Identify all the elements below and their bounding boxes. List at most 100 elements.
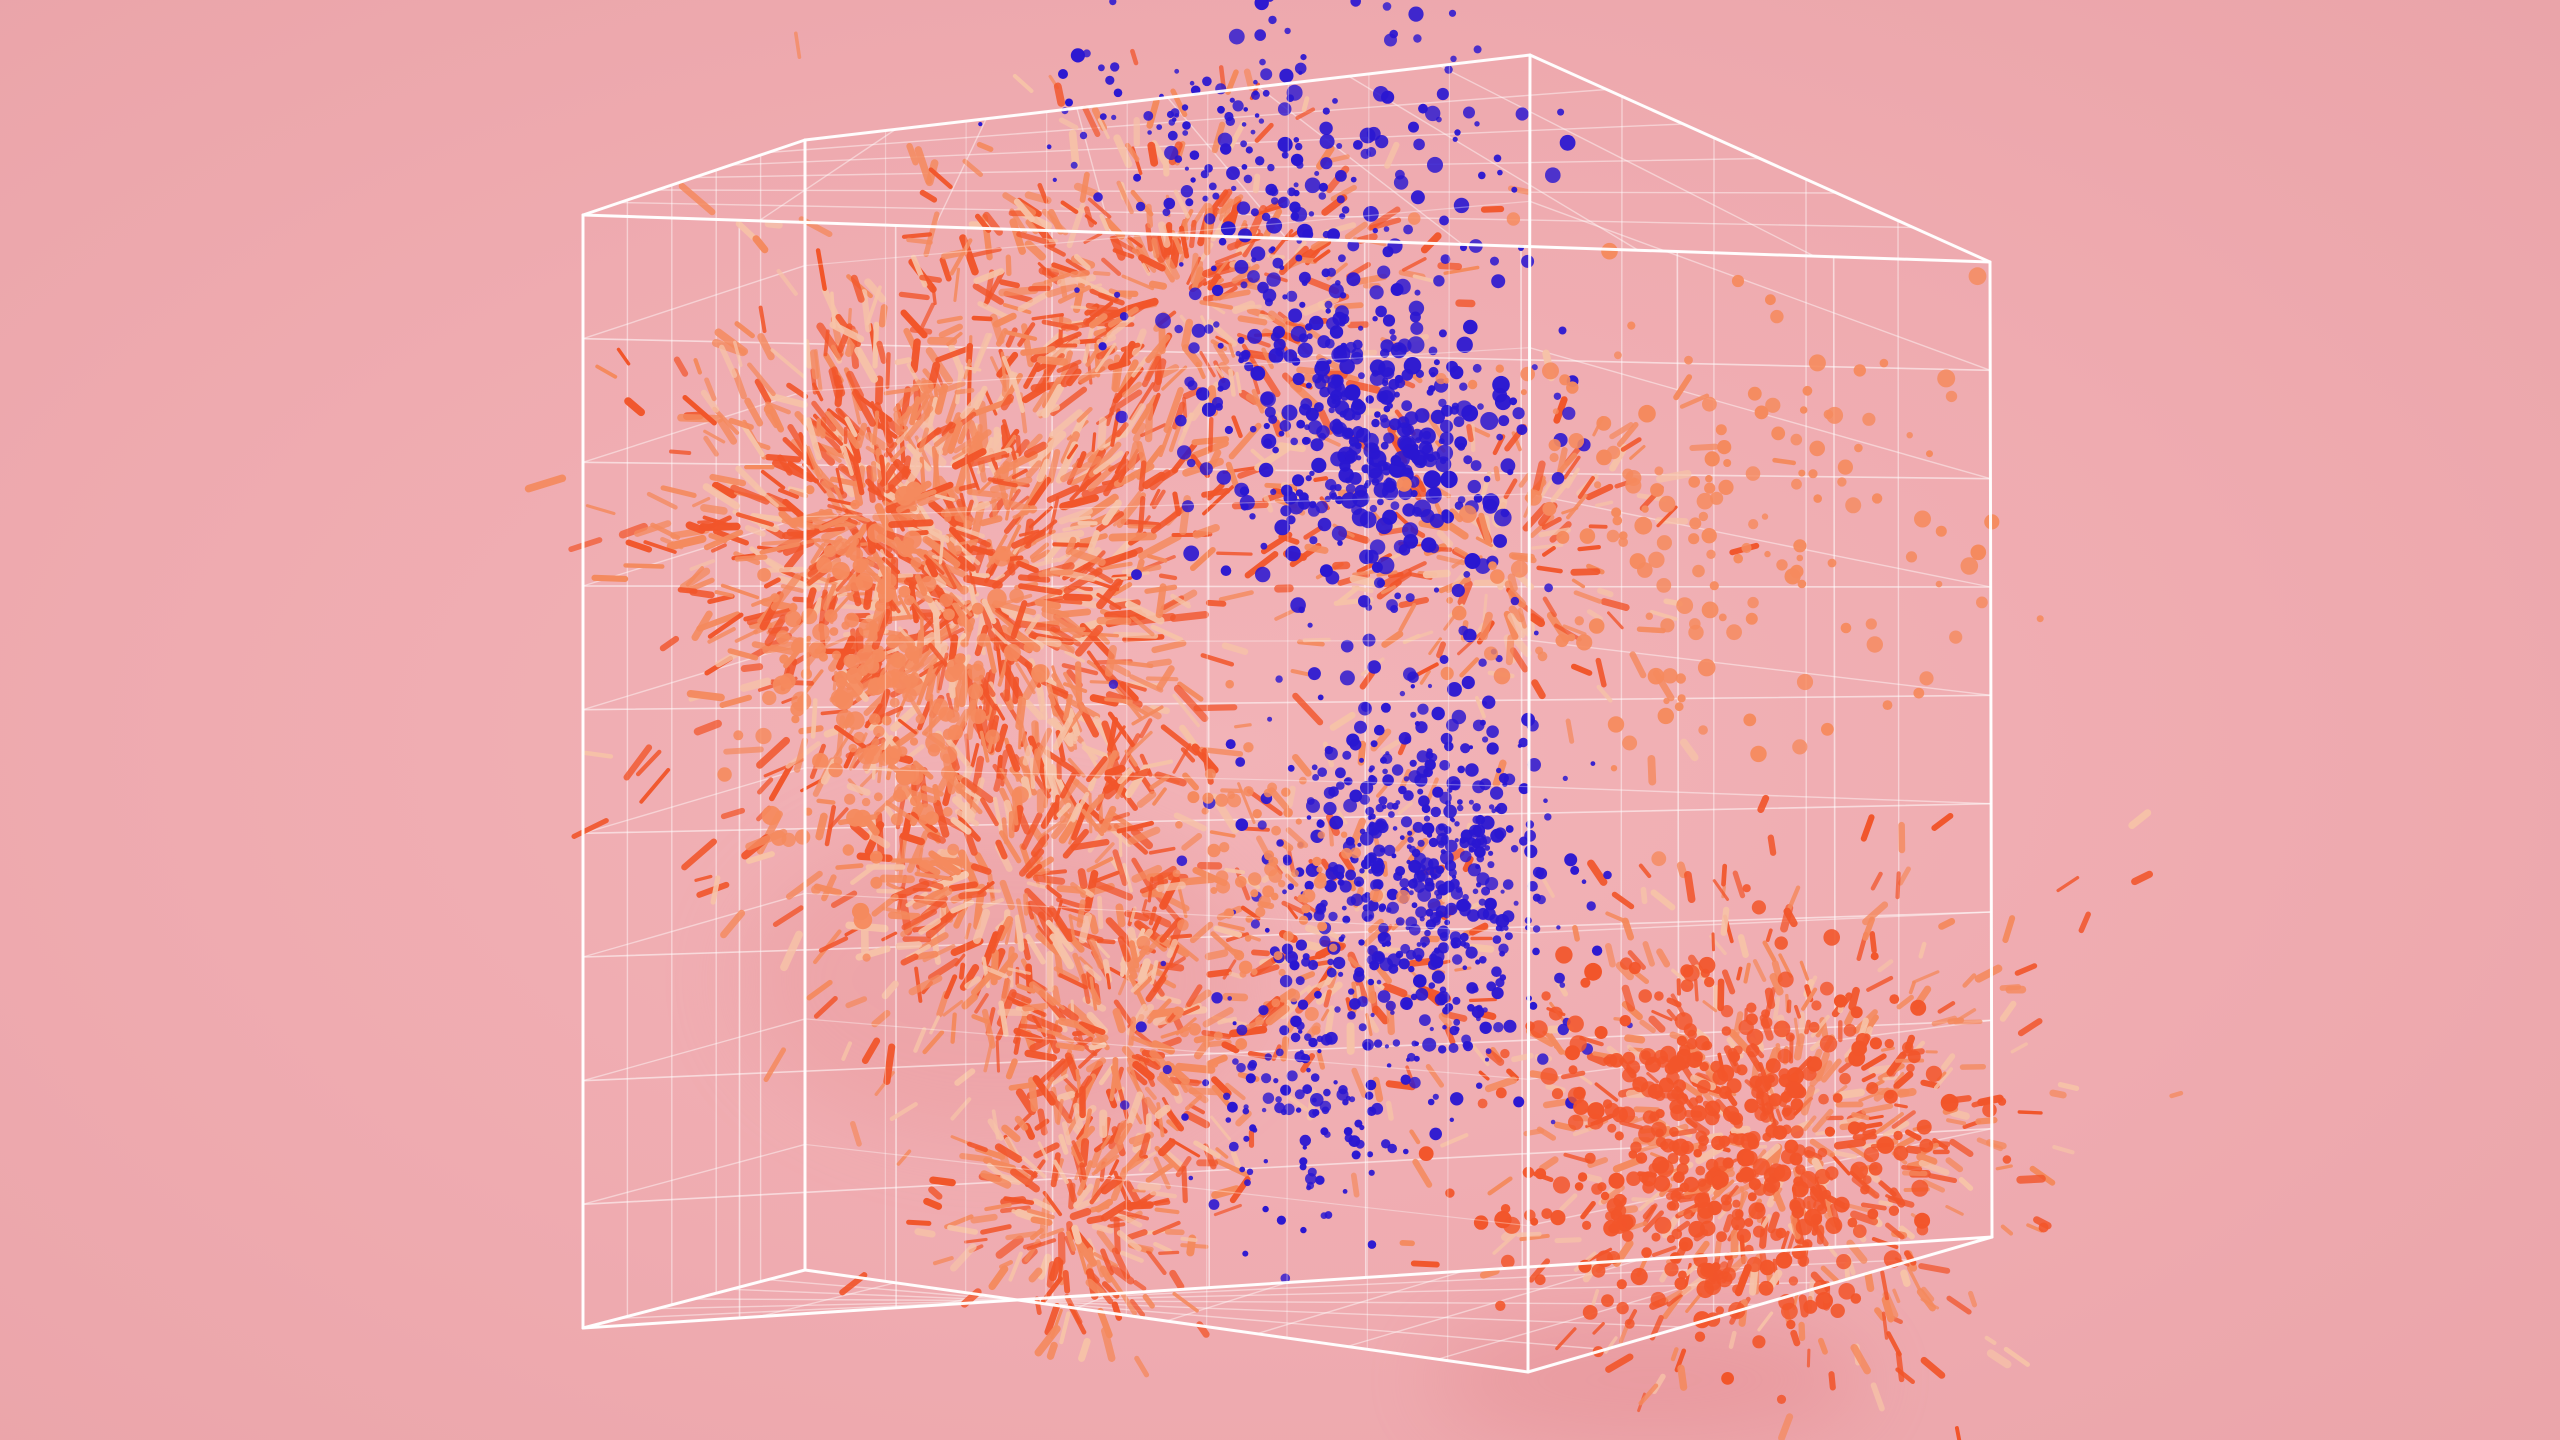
orange-fiber-particle xyxy=(1557,452,1578,474)
orange-fiber-particle xyxy=(1146,1249,1167,1276)
blue-sphere-particle xyxy=(1305,382,1312,389)
blue-sphere-particle xyxy=(1550,1119,1556,1125)
orange-fiber-particle xyxy=(1285,873,1299,887)
blue-sphere-particle xyxy=(1335,767,1346,779)
orange-fiber-particle xyxy=(935,346,970,363)
orange-fiber-particle xyxy=(1627,950,1646,970)
orange-fiber-particle xyxy=(1947,1017,1965,1025)
orange-fiber-particle xyxy=(822,583,837,611)
blue-sphere-particle xyxy=(1212,192,1220,200)
cube-grid-line xyxy=(1257,86,1464,246)
blue-sphere-particle xyxy=(1352,339,1363,350)
orange-fiber-particle xyxy=(1561,1070,1586,1080)
blue-sphere-particle xyxy=(1415,906,1427,918)
orange-fiber-particle xyxy=(1062,671,1086,711)
orange-fiber-particle xyxy=(1163,387,1184,433)
orange-fiber-particle xyxy=(1086,650,1113,685)
orange-fiber-particle xyxy=(1199,300,1234,310)
blue-sphere-particle xyxy=(1191,323,1206,338)
orange-fiber-particle xyxy=(914,146,933,185)
blue-sphere-particle xyxy=(1369,504,1378,513)
orange-fiber-particle xyxy=(1436,530,1454,548)
blue-sphere-particle xyxy=(1147,130,1152,135)
cube-grid-line xyxy=(730,1288,1684,1328)
orange-fiber-particle xyxy=(524,474,567,493)
blue-sphere-particle xyxy=(1467,479,1482,494)
orange-fiber-particle xyxy=(1529,514,1555,538)
orange-fiber-particle xyxy=(1656,948,1671,968)
orange-fiber-particle xyxy=(954,1068,976,1086)
orange-fiber-particle xyxy=(1862,916,1875,941)
orange-fiber-particle xyxy=(1702,1000,1718,1013)
orange-fiber-particle xyxy=(1093,270,1111,277)
orange-fiber-particle xyxy=(988,1265,1009,1291)
blue-sphere-particle xyxy=(1444,741,1454,752)
blue-sphere-particle xyxy=(1294,1089,1305,1100)
orange-fiber-particle xyxy=(937,652,949,691)
orange-fiber-particle xyxy=(1385,1080,1416,1091)
orange-fiber-particle xyxy=(925,558,939,578)
orange-fiber-particle xyxy=(1034,598,1062,610)
blue-sphere-particle xyxy=(1389,29,1398,39)
orange-fiber-particle xyxy=(2003,1346,2030,1367)
blue-sphere-particle xyxy=(1098,64,1105,72)
orange-fiber-particle xyxy=(1800,1084,1816,1116)
blue-sphere-particle xyxy=(1328,911,1338,922)
orange-fiber-particle xyxy=(1056,359,1082,373)
orange-fiber-particle xyxy=(1436,554,1466,566)
blue-sphere-particle xyxy=(1472,719,1485,732)
orange-fiber-particle xyxy=(1639,1019,1656,1034)
blue-sphere-particle xyxy=(1468,846,1475,853)
blue-sphere-particle xyxy=(1335,170,1347,182)
orange-fiber-particle xyxy=(1382,860,1388,877)
orange-fiber-particle xyxy=(1132,422,1147,443)
orange-fiber-particle xyxy=(1376,784,1388,798)
orange-fiber-particle xyxy=(1785,1232,1796,1258)
orange-fiber-particle xyxy=(812,382,824,402)
blue-sphere-particle xyxy=(1434,889,1441,896)
orange-fiber-particle xyxy=(778,488,799,499)
blue-sphere-particle xyxy=(1406,844,1412,850)
orange-fiber-particle xyxy=(984,637,997,674)
orange-fiber-particle xyxy=(1804,1019,1811,1035)
orange-fiber-particle xyxy=(841,446,854,476)
orange-fiber-particle xyxy=(942,563,968,579)
orange-fiber-particle xyxy=(758,305,767,333)
orange-fiber-particle xyxy=(646,491,678,510)
blue-sphere-particle xyxy=(1189,80,1195,86)
orange-sphere-particle xyxy=(947,724,963,740)
orange-fiber-particle xyxy=(1381,947,1403,954)
blue-sphere-particle xyxy=(1360,859,1372,870)
orange-fiber-particle xyxy=(730,484,770,505)
blue-sphere-particle xyxy=(1286,1070,1298,1082)
blue-sphere-particle xyxy=(1456,336,1473,353)
orange-fiber-particle xyxy=(1099,213,1110,232)
orange-fiber-particle xyxy=(1121,274,1155,291)
orange-fiber-particle xyxy=(881,556,900,575)
blue-sphere-particle xyxy=(1369,285,1384,300)
orange-fiber-particle xyxy=(1864,1271,1875,1293)
blue-sphere-particle xyxy=(1264,927,1270,933)
orange-sphere-particle xyxy=(976,633,991,647)
orange-fiber-particle xyxy=(1296,366,1316,375)
orange-fiber-particle xyxy=(1149,915,1162,938)
orange-fiber-particle xyxy=(1642,1210,1664,1233)
orange-fiber-particle xyxy=(1126,730,1153,756)
orange-fiber-particle xyxy=(618,522,648,539)
blue-sphere-particle xyxy=(1410,190,1425,205)
orange-fiber-particle xyxy=(1281,900,1307,915)
orange-fiber-particle xyxy=(1918,1159,1950,1176)
orange-fiber-particle xyxy=(764,454,802,463)
blue-sphere-particle xyxy=(1318,192,1327,200)
blue-sphere-particle xyxy=(1115,410,1128,424)
orange-fiber-particle xyxy=(1642,941,1655,967)
blue-sphere-particle xyxy=(1082,49,1091,58)
orange-fiber-particle xyxy=(1041,376,1063,409)
blue-sphere-particle xyxy=(1342,750,1352,760)
orange-fiber-particle xyxy=(948,526,974,554)
blue-sphere-particle xyxy=(1111,114,1117,120)
orange-fiber-particle xyxy=(928,642,949,667)
orange-fiber-particle xyxy=(950,816,972,835)
blue-sphere-particle xyxy=(1377,932,1387,942)
orange-fiber-particle xyxy=(1289,380,1320,410)
